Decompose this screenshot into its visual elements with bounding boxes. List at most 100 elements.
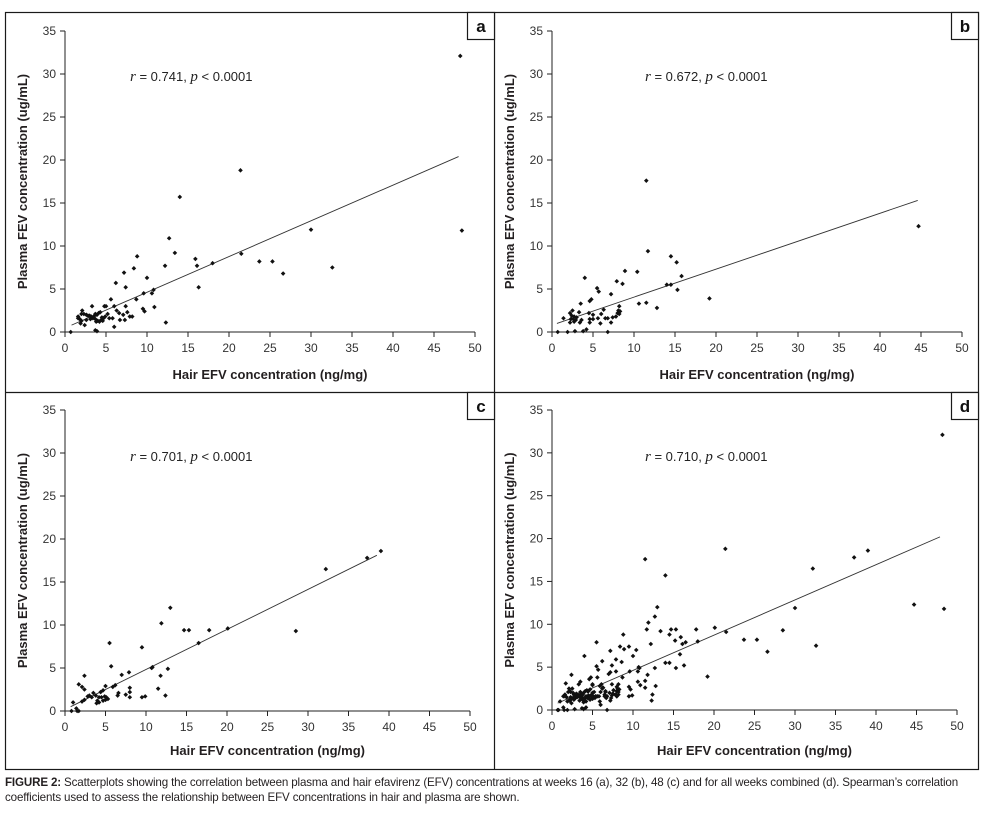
data-point [89,303,95,309]
data-point [70,700,76,705]
r-symbol: r [645,69,651,85]
data-point [82,322,87,328]
r-value: = 0.701, [136,449,191,464]
data-point [567,320,573,325]
correlation-annotation: r = 0.701, p < 0.0001 [130,449,253,465]
data-point [555,329,561,335]
data-point [150,664,155,670]
data-point [565,707,570,713]
data-point [664,282,670,287]
data-point [68,329,74,335]
data-point [119,672,124,678]
data-point [636,664,641,670]
data-point [668,627,674,632]
data-point [196,284,201,290]
y-tick-label: 5 [536,282,543,296]
data-point [620,281,625,287]
data-point [613,692,619,697]
data-point [364,555,370,561]
data-point [570,308,575,313]
data-point [598,702,603,708]
x-tick-label: 40 [873,341,887,355]
r-symbol: r [130,449,136,465]
data-point [608,698,613,703]
data-points [68,53,465,335]
data-point [601,307,606,312]
y-tick-label: 20 [43,532,57,546]
p-value: < 0.0001 [198,449,253,464]
data-point [587,687,593,692]
data-point [111,324,117,330]
data-point [595,315,601,321]
data-point [569,686,575,691]
y-tick-label: 15 [43,196,57,210]
data-point [562,693,568,699]
data-point [162,263,168,269]
data-point [134,297,139,302]
p-symbol: p [189,449,198,465]
data-point [810,566,816,571]
y-tick-label: 10 [43,618,57,632]
data-point [599,658,605,664]
data-point [594,285,600,291]
data-point [103,697,108,703]
x-tick-label: 10 [140,341,154,355]
data-point [644,300,649,306]
data-point [89,694,95,700]
y-tick-label: 5 [49,282,56,296]
data-point [172,250,178,256]
data-point [668,282,674,287]
data-point [655,604,660,610]
data-point [96,694,102,700]
data-point [572,328,578,334]
data-point [105,311,110,317]
data-point [144,275,150,281]
data-point [615,686,620,691]
data-point [84,312,89,318]
x-tick-label: 5 [103,341,110,355]
data-point [608,695,614,701]
data-point [681,663,687,668]
data-point [117,317,123,323]
x-tick-label: 25 [263,341,277,355]
data-point [712,625,718,631]
data-point [672,638,678,643]
p-symbol: p [189,69,198,85]
data-point [610,315,615,320]
x-tick-label: 25 [261,720,275,734]
data-point [88,316,93,322]
data-point [104,694,109,700]
data-point [578,695,584,701]
data-point [566,698,572,703]
data-point [652,614,658,619]
data-point [165,666,171,672]
x-tick-label: 20 [222,341,236,355]
data-point [177,194,183,200]
y-tick-label: 0 [49,704,56,718]
y-tick-label: 10 [530,239,544,253]
data-point [102,694,107,699]
data-point [120,312,126,318]
data-point [107,640,112,646]
data-point [941,606,947,612]
data-point [595,667,601,673]
data-point [723,546,728,552]
data-point [648,641,654,647]
data-point [614,693,620,699]
data-point [635,679,641,685]
data-point [85,694,90,699]
data-point [626,693,632,699]
x-axis-title: Hair EFV concentration (ng/mg) [657,743,852,758]
data-point [572,706,577,712]
data-point [238,168,243,173]
data-point [578,301,583,306]
trend-line [557,536,941,704]
data-point [108,663,114,669]
y-tick-label: 30 [530,446,544,460]
data-point [597,699,603,704]
x-tick-label: 20 [709,341,723,355]
data-point [594,639,599,645]
data-point [114,308,119,313]
data-point [91,690,96,696]
